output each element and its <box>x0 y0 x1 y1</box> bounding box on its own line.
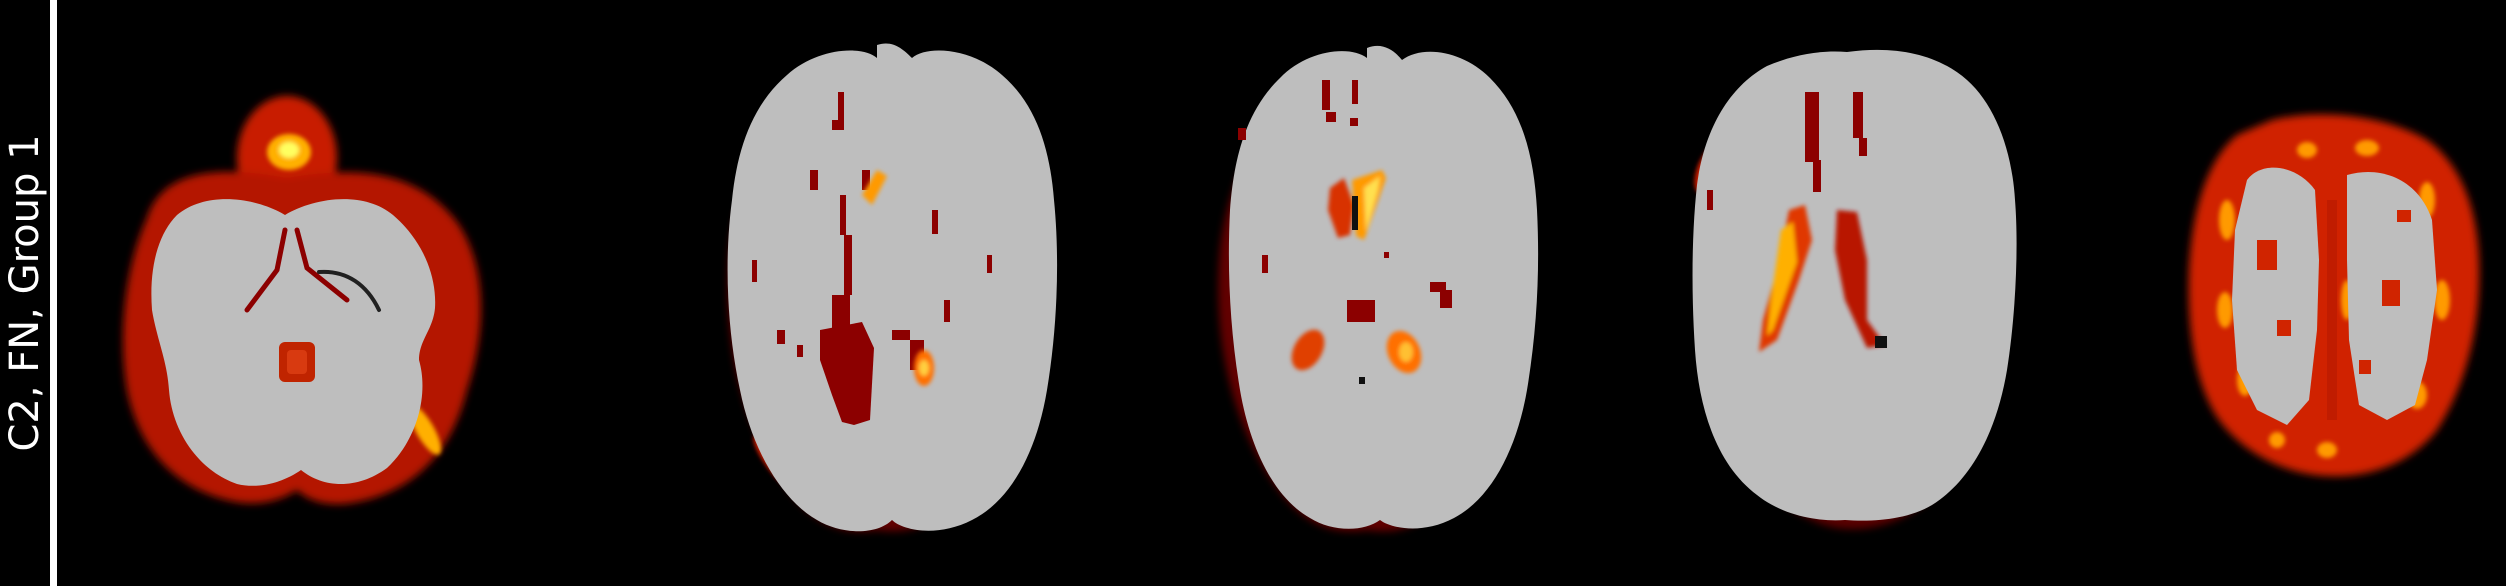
slice-4-midline-structures <box>1707 92 1867 210</box>
axial-slices <box>57 0 2506 586</box>
slice-1-vessels <box>244 227 381 313</box>
slice-2-hot-structures <box>862 170 934 386</box>
slice-3-dark-spot <box>1359 377 1365 384</box>
slice-4-dark-spot <box>1875 336 1887 348</box>
slice-5 <box>2188 114 2480 477</box>
slice-2-tissue <box>727 43 1058 532</box>
slice-4-ventricles <box>1759 205 1885 352</box>
row-label-text: C2, FN, Group 1 <box>2 134 48 452</box>
row-label: C2, FN, Group 1 <box>0 0 50 586</box>
slice-2 <box>727 43 1058 532</box>
label-divider <box>50 0 57 586</box>
slices-svg <box>123 43 2480 532</box>
slice-3-tissue <box>1228 45 1539 529</box>
slice-4 <box>1692 49 2017 529</box>
slice-3-hot-structures <box>1291 170 1422 374</box>
slice-3-midline-structures <box>1238 80 1452 322</box>
slice-5-tissue <box>2232 167 2437 425</box>
slice-1 <box>123 96 481 505</box>
slice-3 <box>1218 45 1539 532</box>
